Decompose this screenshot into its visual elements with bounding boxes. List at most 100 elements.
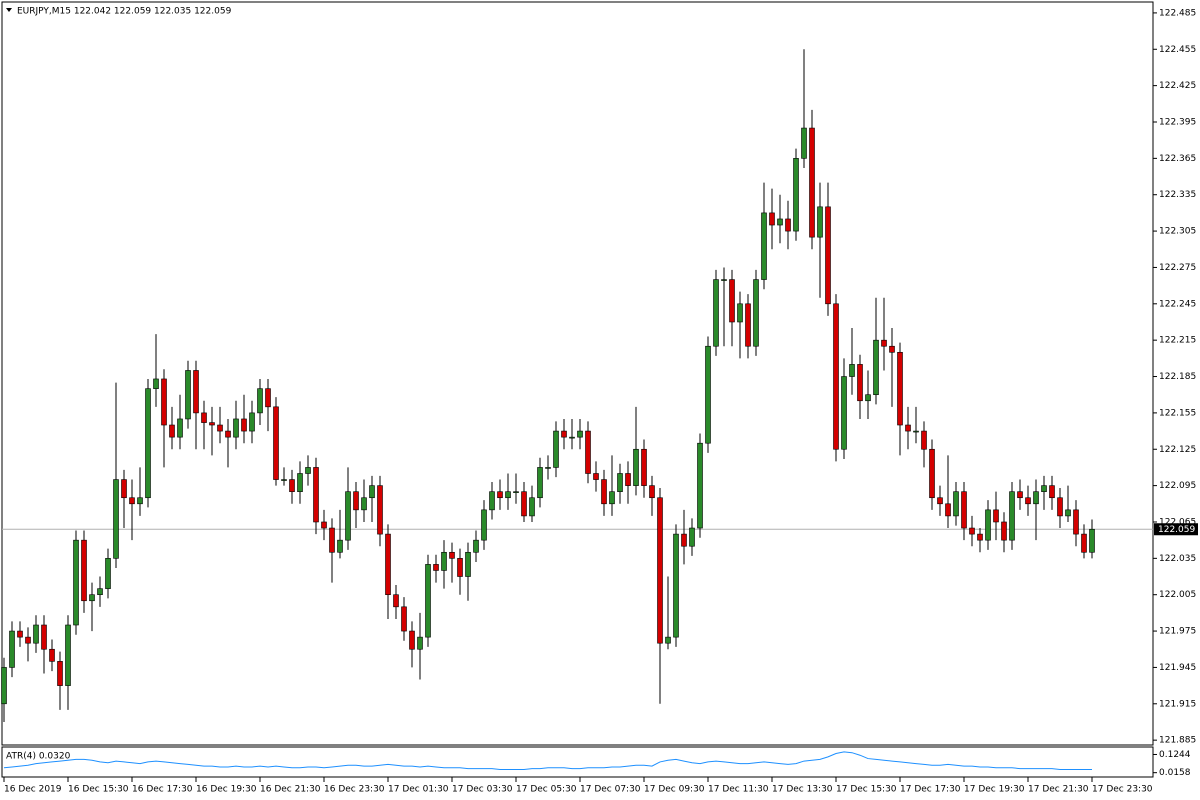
candle-body xyxy=(657,497,663,644)
candle-body xyxy=(889,345,895,353)
candle-body xyxy=(153,378,159,389)
candle-body xyxy=(337,539,343,553)
candle-body xyxy=(857,364,863,402)
candle-body xyxy=(249,412,255,432)
y-tick-label: 122.455 xyxy=(1159,45,1196,55)
candle-body xyxy=(801,127,807,159)
y-tick-label: 122.215 xyxy=(1159,336,1196,346)
candle-body xyxy=(721,279,727,281)
candle-body xyxy=(1001,521,1007,541)
candle-body xyxy=(1017,491,1023,499)
candle-body xyxy=(1033,491,1039,505)
y-tick-label: 121.945 xyxy=(1159,663,1196,673)
y-tick-label: 0.0158 xyxy=(1159,768,1191,778)
x-tick-label: 17 Dec 01:30 xyxy=(388,785,449,795)
candle-body xyxy=(1009,491,1015,541)
candle-body xyxy=(1,667,7,705)
candle-body xyxy=(553,430,559,468)
candle-body xyxy=(473,539,479,553)
candle-body xyxy=(921,430,927,450)
candle-body xyxy=(321,521,327,529)
candle-body xyxy=(561,430,567,438)
candle-body xyxy=(105,558,111,589)
x-tick-label: 16 Dec 17:30 xyxy=(132,785,193,795)
candle-body xyxy=(145,388,151,499)
candle-body xyxy=(137,497,143,505)
candle-body xyxy=(449,551,455,559)
candle-body xyxy=(841,376,847,450)
main-panel xyxy=(1,1,1154,746)
candle-body xyxy=(241,418,247,432)
y-tick-label: 122.005 xyxy=(1159,590,1196,600)
candle-body xyxy=(193,370,199,414)
y-tick-label: 121.975 xyxy=(1159,627,1196,637)
candle-body xyxy=(297,473,303,492)
candle-body xyxy=(417,636,423,650)
candle-body xyxy=(817,206,823,238)
candle-body xyxy=(521,491,527,517)
candle-body xyxy=(489,491,495,511)
candle-body xyxy=(313,467,319,523)
atr-title: ATR(4) 0.0320 xyxy=(6,752,71,762)
candle-body xyxy=(633,448,639,486)
candle-body xyxy=(233,418,239,438)
candle-body xyxy=(401,606,407,632)
candle-body xyxy=(457,558,463,577)
candle-body xyxy=(993,509,999,523)
candle-body xyxy=(177,418,183,438)
candle-body xyxy=(713,279,719,347)
candle-body xyxy=(753,279,759,347)
x-tick-label: 17 Dec 07:30 xyxy=(580,785,641,795)
candle-body xyxy=(281,479,287,481)
x-tick-label: 17 Dec 17:30 xyxy=(900,785,961,795)
candle-body xyxy=(969,527,975,535)
x-tick-label: 17 Dec 05:30 xyxy=(516,785,577,795)
candle-body xyxy=(33,624,39,644)
candle-body xyxy=(833,303,839,450)
candle-body xyxy=(385,533,391,596)
candle-body xyxy=(609,491,615,505)
candle-body xyxy=(529,497,535,517)
x-tick-label: 17 Dec 13:30 xyxy=(772,785,833,795)
candle-body xyxy=(673,533,679,638)
candle-body xyxy=(481,509,487,541)
y-tick-label: 122.305 xyxy=(1159,227,1196,237)
candle-body xyxy=(225,430,231,438)
candle-body xyxy=(1089,528,1095,553)
candle-body xyxy=(257,388,263,414)
candle-body xyxy=(769,212,775,226)
y-tick-label: 122.125 xyxy=(1159,445,1196,455)
candle-body xyxy=(953,491,959,517)
x-tick-label: 16 Dec 15:30 xyxy=(68,785,129,795)
candle-body xyxy=(305,467,311,474)
candle-body xyxy=(897,351,903,426)
y-tick-label: 122.155 xyxy=(1159,408,1196,418)
candle-body xyxy=(97,588,103,596)
candle-body xyxy=(289,479,295,492)
candle-body xyxy=(65,624,71,686)
candle-body xyxy=(961,491,967,529)
candle-body xyxy=(577,430,583,438)
x-tick-label: 16 Dec 23:30 xyxy=(324,785,385,795)
candle-body xyxy=(209,422,215,426)
candle-body xyxy=(185,370,191,420)
candle-body xyxy=(689,527,695,547)
candle-body xyxy=(465,551,471,577)
candle-body xyxy=(201,412,207,423)
candle-body xyxy=(945,503,951,517)
x-tick-label: 17 Dec 11:30 xyxy=(708,785,769,795)
last-price-box xyxy=(1154,523,1198,536)
candle-body xyxy=(937,497,943,505)
candle-body xyxy=(89,594,95,602)
candle-body xyxy=(593,473,599,480)
candle-body xyxy=(17,630,23,638)
candle-body xyxy=(601,479,607,505)
candle-body xyxy=(729,279,735,323)
candle-body xyxy=(441,551,447,571)
y-tick-label: 122.245 xyxy=(1159,299,1196,309)
candle-body xyxy=(393,594,399,608)
candle-body xyxy=(569,436,575,439)
candle-body xyxy=(809,127,815,238)
candle-body xyxy=(985,509,991,541)
candle-body xyxy=(1025,497,1031,505)
